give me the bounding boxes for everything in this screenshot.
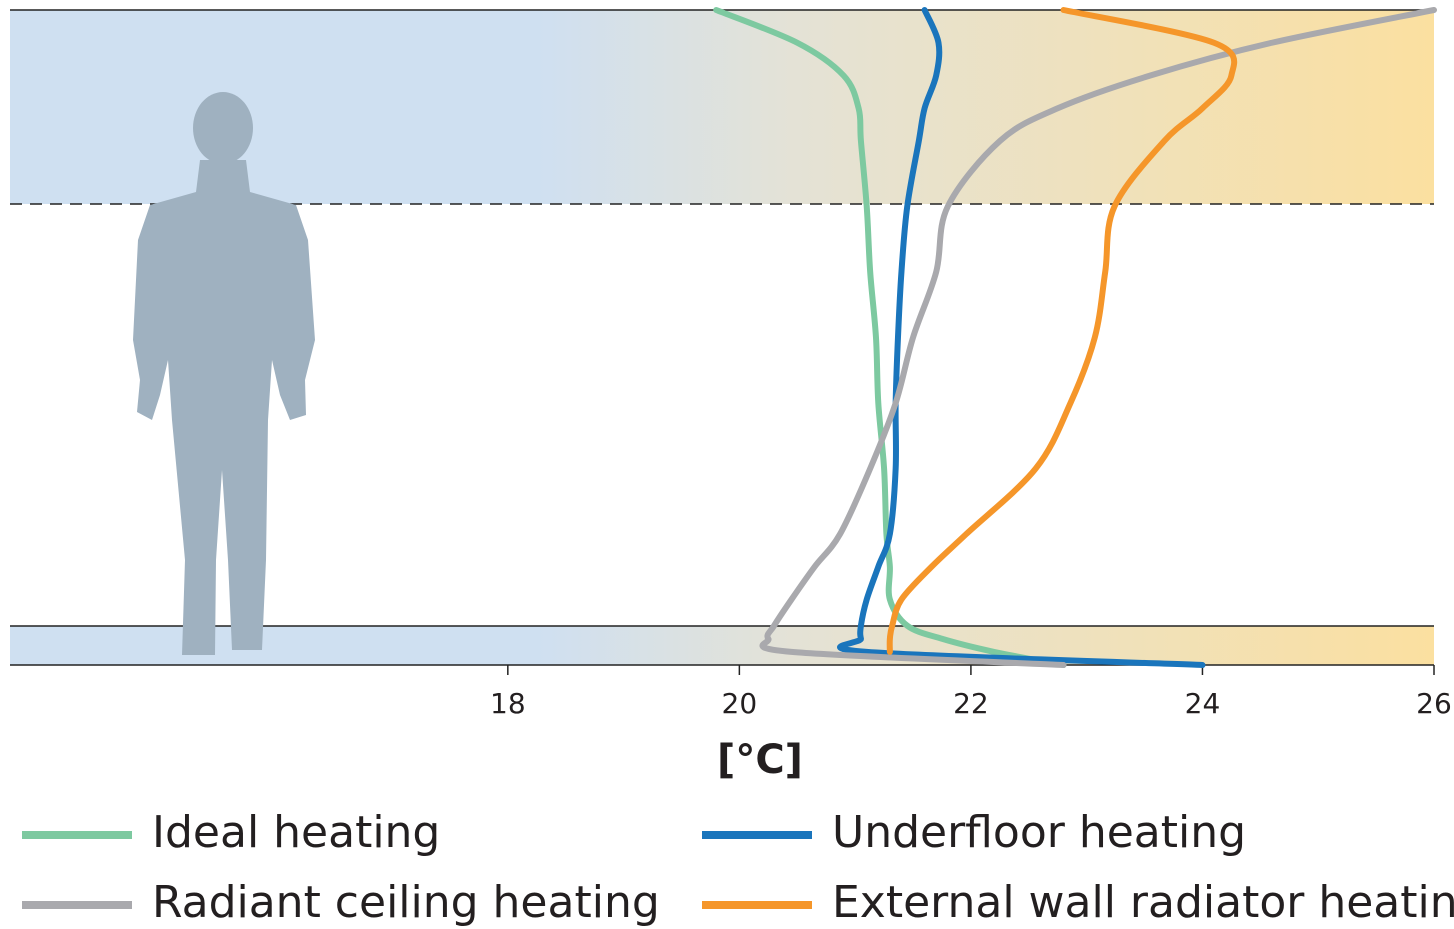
series-line xyxy=(837,7,1206,668)
x-axis-label: [°C] xyxy=(717,737,803,783)
floor-zone xyxy=(10,626,1434,665)
legend-label: Underfloor heating xyxy=(832,807,1246,858)
x-tick-label: 26 xyxy=(1416,687,1452,720)
series-line xyxy=(886,7,1238,655)
x-tick-label: 20 xyxy=(722,687,758,720)
series-line xyxy=(759,7,1437,668)
x-tick-label: 22 xyxy=(953,687,989,720)
x-tick-label: 18 xyxy=(490,687,526,720)
series-line xyxy=(713,7,1067,668)
x-tick-label: 24 xyxy=(1185,687,1221,720)
legend-label: Ideal heating xyxy=(152,807,440,858)
legend-label: Radiant ceiling heating xyxy=(152,877,660,928)
person-silhouette xyxy=(133,92,315,655)
legend-label: External wall radiator heating xyxy=(832,877,1454,928)
